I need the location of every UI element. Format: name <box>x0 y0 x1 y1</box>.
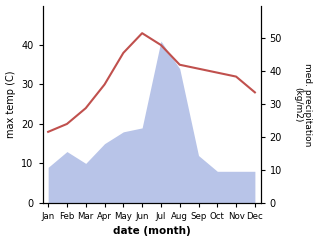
Y-axis label: max temp (C): max temp (C) <box>5 70 16 138</box>
Y-axis label: med. precipitation
(kg/m2): med. precipitation (kg/m2) <box>293 62 313 146</box>
X-axis label: date (month): date (month) <box>113 227 190 236</box>
